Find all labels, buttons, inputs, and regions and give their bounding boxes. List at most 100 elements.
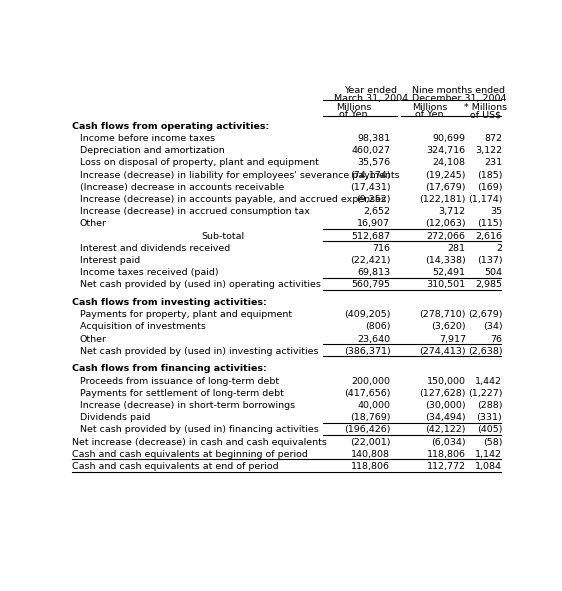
- Text: Millions: Millions: [412, 103, 447, 112]
- Text: (2,679): (2,679): [468, 310, 502, 319]
- Text: (196,426): (196,426): [344, 426, 391, 434]
- Text: Acquisition of investments: Acquisition of investments: [80, 322, 206, 332]
- Text: 3,712: 3,712: [438, 207, 466, 216]
- Text: (386,371): (386,371): [343, 347, 391, 356]
- Text: Income before income taxes: Income before income taxes: [80, 134, 215, 143]
- Text: 150,000: 150,000: [427, 376, 466, 385]
- Text: Millions: Millions: [336, 103, 371, 112]
- Text: Cash flows from financing activities:: Cash flows from financing activities:: [71, 365, 266, 374]
- Text: 231: 231: [484, 158, 502, 167]
- Text: * Millions: * Millions: [464, 103, 507, 112]
- Text: Income taxes received (paid): Income taxes received (paid): [80, 268, 219, 277]
- Text: 200,000: 200,000: [351, 376, 391, 385]
- Text: (22,421): (22,421): [350, 256, 391, 265]
- Text: 23,640: 23,640: [357, 335, 391, 343]
- Text: (14,338): (14,338): [425, 256, 466, 265]
- Text: Increase (decrease) in short-term borrowings: Increase (decrease) in short-term borrow…: [80, 401, 295, 410]
- Text: (17,679): (17,679): [425, 183, 466, 191]
- Text: March 31, 2004: March 31, 2004: [334, 93, 408, 103]
- Text: Net cash provided by (used in) investing activities: Net cash provided by (used in) investing…: [80, 347, 318, 356]
- Text: (12,063): (12,063): [425, 219, 466, 228]
- Text: 272,066: 272,066: [427, 232, 466, 241]
- Text: 16,907: 16,907: [357, 219, 391, 228]
- Text: 1,142: 1,142: [475, 450, 502, 459]
- Text: Interest paid: Interest paid: [80, 256, 140, 265]
- Text: Net increase (decrease) in cash and cash equivalents: Net increase (decrease) in cash and cash…: [71, 437, 327, 447]
- Text: 281: 281: [448, 243, 466, 253]
- Text: 716: 716: [373, 243, 391, 253]
- Text: Interest and dividends received: Interest and dividends received: [80, 243, 230, 253]
- Text: of Yen: of Yen: [339, 110, 368, 119]
- Text: of Yen: of Yen: [415, 110, 444, 119]
- Text: (409,205): (409,205): [344, 310, 391, 319]
- Text: Other: Other: [80, 219, 107, 228]
- Text: 118,806: 118,806: [351, 462, 391, 471]
- Text: Net cash provided by (used in) operating activities: Net cash provided by (used in) operating…: [80, 280, 321, 289]
- Text: 69,813: 69,813: [357, 268, 391, 277]
- Text: 1,084: 1,084: [475, 462, 502, 471]
- Text: (169): (169): [477, 183, 502, 191]
- Text: 118,806: 118,806: [427, 450, 466, 459]
- Text: 3,122: 3,122: [475, 146, 502, 155]
- Text: 35,576: 35,576: [357, 158, 391, 167]
- Text: (6,034): (6,034): [431, 437, 466, 447]
- Text: (19,245): (19,245): [425, 171, 466, 180]
- Text: (806): (806): [365, 322, 391, 332]
- Text: Increase (decrease) in accrued consumption tax: Increase (decrease) in accrued consumpti…: [80, 207, 310, 216]
- Text: (274,413): (274,413): [419, 347, 466, 356]
- Text: (Increase) decrease in accounts receivable: (Increase) decrease in accounts receivab…: [80, 183, 284, 191]
- Text: (278,710): (278,710): [419, 310, 466, 319]
- Text: 76: 76: [490, 335, 502, 343]
- Text: (34): (34): [483, 322, 502, 332]
- Text: 90,699: 90,699: [433, 134, 466, 143]
- Text: (17,431): (17,431): [350, 183, 391, 191]
- Text: 52,491: 52,491: [433, 268, 466, 277]
- Text: 560,795: 560,795: [351, 280, 391, 289]
- Text: (22,001): (22,001): [350, 437, 391, 447]
- Text: (1,174): (1,174): [468, 195, 502, 204]
- Text: Increase (decrease) in accounts payable, and accrued expenses: Increase (decrease) in accounts payable,…: [80, 195, 386, 204]
- Text: 112,772: 112,772: [427, 462, 466, 471]
- Text: (115): (115): [477, 219, 502, 228]
- Text: 324,716: 324,716: [427, 146, 466, 155]
- Text: of US$: of US$: [470, 110, 501, 119]
- Text: (288): (288): [477, 401, 502, 410]
- Text: (405): (405): [477, 426, 502, 434]
- Text: (42,122): (42,122): [425, 426, 466, 434]
- Text: Nine months ended: Nine months ended: [413, 86, 505, 95]
- Text: December 31, 2004: December 31, 2004: [412, 93, 506, 103]
- Text: (34,494): (34,494): [425, 413, 466, 422]
- Text: (137): (137): [477, 256, 502, 265]
- Text: (185): (185): [477, 171, 502, 180]
- Text: 98,381: 98,381: [357, 134, 391, 143]
- Text: Year ended: Year ended: [345, 86, 397, 95]
- Text: (331): (331): [477, 413, 502, 422]
- Text: (58): (58): [483, 437, 502, 447]
- Text: (3,620): (3,620): [431, 322, 466, 332]
- Text: 35: 35: [490, 207, 502, 216]
- Text: 460,027: 460,027: [351, 146, 391, 155]
- Text: (74,174): (74,174): [350, 171, 391, 180]
- Text: 2: 2: [496, 243, 502, 253]
- Text: (9,252): (9,252): [356, 195, 391, 204]
- Text: (417,656): (417,656): [344, 389, 391, 398]
- Text: (18,769): (18,769): [350, 413, 391, 422]
- Text: 1,442: 1,442: [475, 376, 502, 385]
- Text: Payments for settlement of long-term debt: Payments for settlement of long-term deb…: [80, 389, 284, 398]
- Text: Cash flows from operating activities:: Cash flows from operating activities:: [71, 122, 269, 131]
- Text: 512,687: 512,687: [351, 232, 391, 241]
- Text: Loss on disposal of property, plant and equipment: Loss on disposal of property, plant and …: [80, 158, 319, 167]
- Text: 2,652: 2,652: [364, 207, 391, 216]
- Text: Other: Other: [80, 335, 107, 343]
- Text: Payments for property, plant and equipment: Payments for property, plant and equipme…: [80, 310, 292, 319]
- Text: (1,227): (1,227): [468, 389, 502, 398]
- Text: 7,917: 7,917: [439, 335, 466, 343]
- Text: 504: 504: [484, 268, 502, 277]
- Text: Cash flows from investing activities:: Cash flows from investing activities:: [71, 298, 266, 307]
- Text: (2,638): (2,638): [468, 347, 502, 356]
- Text: (122,181): (122,181): [419, 195, 466, 204]
- Text: 140,808: 140,808: [351, 450, 391, 459]
- Text: Sub-total: Sub-total: [201, 232, 244, 241]
- Text: Dividends paid: Dividends paid: [80, 413, 150, 422]
- Text: Net cash provided by (used in) financing activities: Net cash provided by (used in) financing…: [80, 426, 319, 434]
